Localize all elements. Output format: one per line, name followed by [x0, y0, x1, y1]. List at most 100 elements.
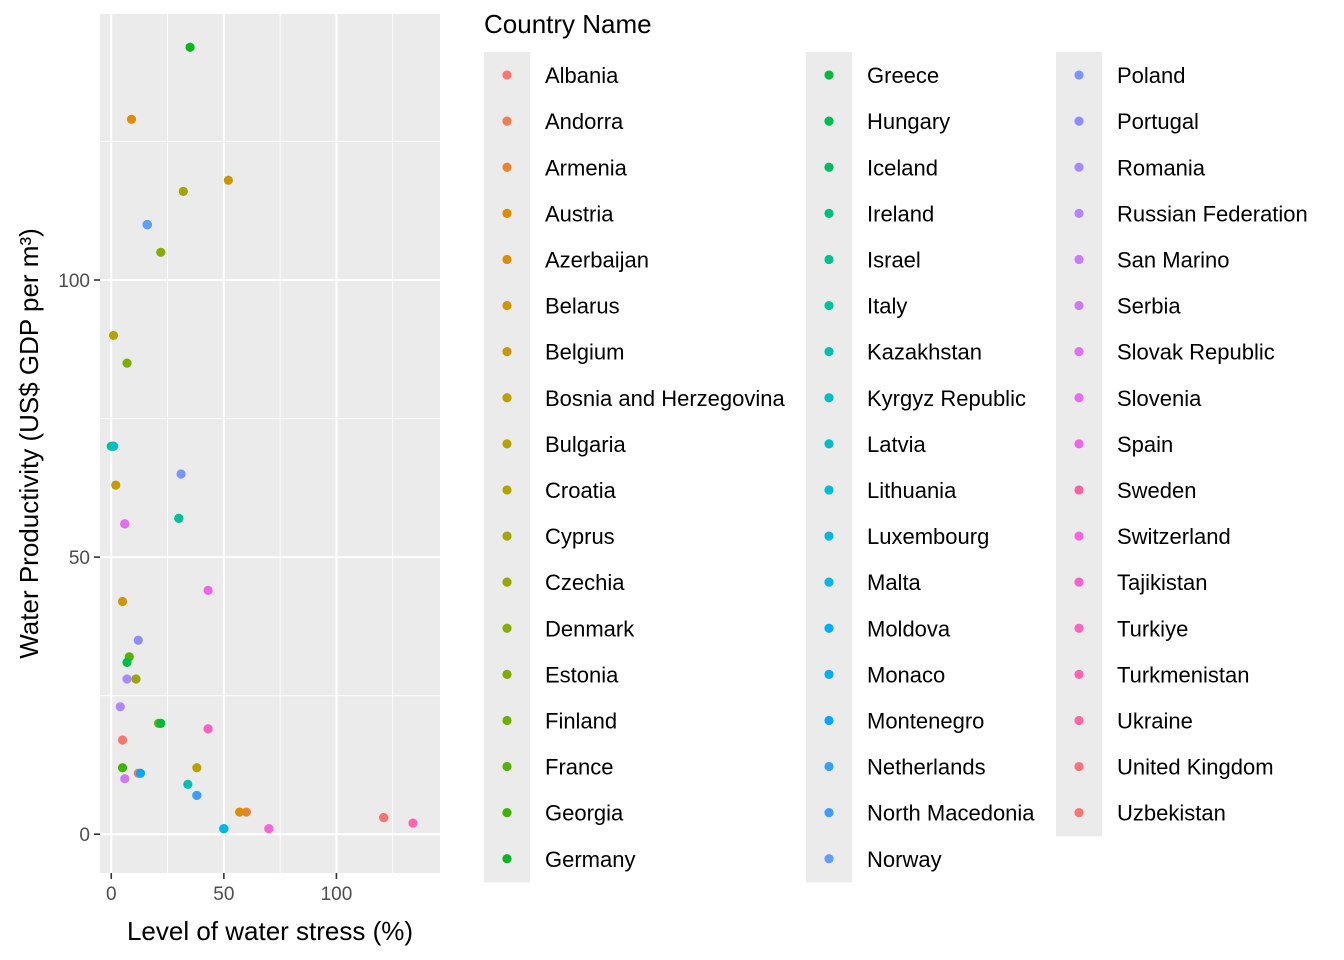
data-point [142, 219, 152, 230]
data-point [241, 807, 251, 817]
data-point [108, 330, 119, 341]
legend-item: Finland [484, 697, 617, 745]
legend-marker [1074, 669, 1084, 679]
legend-marker [824, 162, 834, 172]
data-point [176, 469, 186, 479]
legend-marker [502, 485, 512, 495]
legend-label: Switzerland [1117, 524, 1231, 549]
data-point [156, 718, 166, 728]
legend-item: Bulgaria [484, 420, 626, 468]
legend-label: San Marino [1117, 247, 1230, 272]
legend-marker [824, 623, 834, 633]
legend-item: Monaco [806, 651, 945, 698]
data-point [219, 824, 229, 834]
legend-marker [824, 854, 834, 864]
legend-marker [824, 439, 834, 449]
legend-marker [502, 577, 512, 587]
data-point [203, 724, 213, 734]
legend-marker [1074, 162, 1084, 172]
legend-marker [502, 623, 512, 633]
legend-marker [824, 70, 834, 80]
legend-label: Czechia [545, 570, 625, 595]
y-tick-label: 100 [58, 271, 90, 292]
legend-item: Montenegro [806, 697, 984, 745]
legend-label: Sweden [1117, 478, 1197, 503]
legend-marker [502, 808, 512, 818]
legend-item: Croatia [484, 466, 617, 514]
data-point [120, 774, 130, 784]
data-point [235, 807, 245, 817]
legend-marker [502, 254, 512, 265]
legend-item: Kazakhstan [806, 328, 982, 376]
legend-item: Netherlands [806, 743, 986, 791]
legend-item: Kyrgyz Republic [806, 374, 1026, 422]
legend-marker [824, 577, 834, 587]
legend-marker [1074, 808, 1084, 818]
data-point [117, 596, 128, 607]
x-axis-title: Level of water stress (%) [127, 916, 413, 946]
legend-label: Austria [545, 201, 614, 226]
legend-label: Ireland [867, 201, 934, 226]
legend: Albania Andorra Armenia Austria Azerbaijan Be… [484, 52, 1308, 883]
legend-marker [824, 808, 834, 818]
data-point [122, 657, 132, 668]
legend-item: Slovenia [1056, 374, 1202, 422]
y-tick-label: 0 [79, 825, 90, 846]
data-point [192, 790, 202, 801]
legend-label: Kazakhstan [867, 340, 982, 365]
legend-item: Georgia [484, 789, 624, 837]
legend-label: Albania [545, 63, 619, 88]
legend-item: Slovak Republic [1056, 328, 1275, 376]
data-point [192, 763, 202, 773]
legend-label: Portugal [1117, 109, 1199, 134]
legend-marker [502, 393, 512, 403]
legend-marker [502, 116, 512, 126]
y-tick-label: 50 [69, 548, 90, 569]
legend-marker [1074, 347, 1084, 357]
legend-item: Albania [484, 52, 619, 99]
legend-marker [502, 208, 512, 218]
legend-label: Lithuania [867, 478, 957, 503]
legend-item: Romania [1056, 144, 1206, 191]
legend-item: North Macedonia [806, 789, 1035, 837]
legend-label: France [545, 755, 613, 780]
legend-marker [502, 854, 512, 864]
legend-marker [502, 347, 512, 357]
legend-marker [824, 254, 834, 265]
legend-marker [1074, 254, 1084, 265]
legend-label: Slovak Republic [1117, 340, 1275, 365]
axis-ticks: 0 50 100 0 50 100 [58, 271, 352, 905]
legend-label: Spain [1117, 432, 1173, 457]
data-point [122, 674, 132, 684]
data-point [203, 585, 213, 595]
legend-label: Georgia [545, 801, 624, 826]
legend-label: Israel [867, 247, 921, 272]
legend-item: Ukraine [1056, 697, 1193, 745]
legend-item: Serbia [1056, 282, 1181, 330]
data-point [133, 635, 143, 645]
legend-item: Greece [806, 52, 939, 99]
data-point [156, 247, 166, 257]
x-tick-label: 0 [106, 884, 117, 905]
legend-marker [824, 300, 834, 311]
legend-item: Uzbekistan [1056, 789, 1226, 837]
data-point [408, 818, 418, 828]
legend-label: Latvia [867, 432, 926, 457]
data-point [223, 175, 233, 185]
legend-marker [1074, 70, 1084, 80]
legend-marker [502, 300, 512, 311]
legend-item: Luxembourg [806, 513, 989, 560]
legend-label: Netherlands [867, 755, 986, 780]
legend-label: Russian Federation [1117, 201, 1308, 226]
legend-label: Greece [867, 63, 939, 88]
legend-label: Andorra [545, 109, 624, 134]
legend-marker [1074, 761, 1084, 772]
legend-item: Belarus [484, 282, 620, 330]
legend-item: San Marino [1056, 236, 1230, 284]
legend-marker [502, 162, 512, 172]
legend-label: Romania [1117, 155, 1206, 180]
legend-item: Andorra [484, 98, 624, 145]
legend-marker [824, 393, 834, 403]
legend-label: Bulgaria [545, 432, 626, 457]
